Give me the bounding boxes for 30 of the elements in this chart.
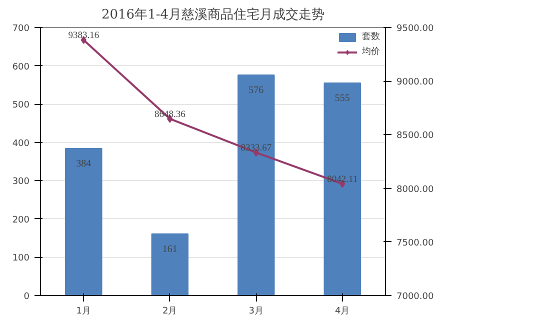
y2-tick-label: 8000.00 — [396, 184, 434, 195]
x-tick-label: 1月 — [76, 306, 91, 316]
data-label: 9383.16 — [68, 31, 100, 42]
y2-tick-label: 9500.00 — [396, 24, 434, 34]
bar — [65, 148, 102, 296]
x-tick-label: 4月 — [335, 306, 350, 316]
legend-label: 均价 — [362, 46, 381, 58]
y2-tick-label: 8500.00 — [396, 131, 434, 142]
x-tick-label: 2月 — [162, 306, 178, 316]
chart-title: 2016年1-4月慈溪商品住宅月成交走势 — [101, 6, 325, 22]
bar — [324, 82, 361, 296]
y2-tick-label: 9000.00 — [396, 78, 434, 88]
y-tick-label: 700 — [12, 24, 30, 34]
data-label: 161 — [162, 244, 178, 255]
data-label: 576 — [248, 84, 264, 96]
y-tick-label: 100 — [12, 254, 30, 264]
y2-tick-label: 7000.00 — [396, 292, 434, 302]
bar — [238, 74, 275, 296]
y-tick-label: 500 — [12, 100, 30, 111]
x-tick-label: 3月 — [248, 306, 264, 316]
y-tick-label: 0 — [24, 292, 30, 302]
y-tick-label: 400 — [12, 138, 30, 149]
data-label: 384 — [76, 158, 92, 170]
y-tick-label: 600 — [12, 62, 30, 72]
legend-label: 套数 — [362, 30, 381, 43]
bar — [151, 233, 188, 296]
y2-tick-label: 7500.00 — [396, 238, 434, 248]
data-label: 555 — [334, 93, 350, 104]
y-tick-label: 200 — [12, 215, 30, 226]
y-tick-label: 300 — [12, 177, 30, 188]
